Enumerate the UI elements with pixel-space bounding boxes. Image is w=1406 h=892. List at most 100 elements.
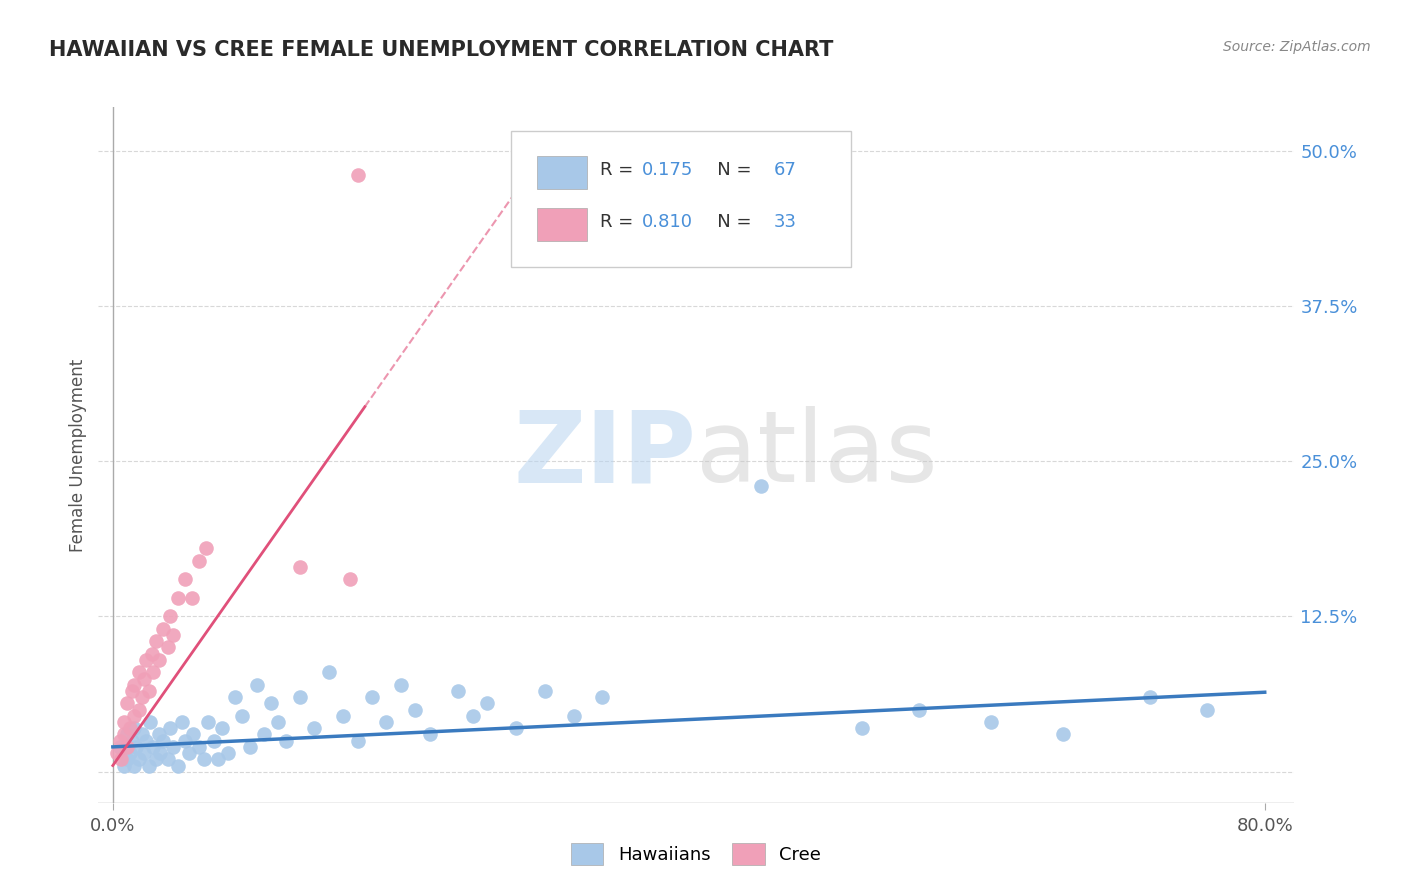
Point (1139, 690, 1161, 705)
Point (159, 721, 181, 735)
Point (124, 758, 146, 772)
Point (112, 758, 135, 772)
Point (156, 640, 179, 655)
Text: N =: N = (700, 213, 756, 231)
Point (288, 690, 311, 705)
FancyBboxPatch shape (510, 131, 852, 267)
Point (375, 714, 398, 729)
Point (108, 739, 131, 754)
Point (148, 653, 170, 667)
Point (135, 653, 157, 667)
Point (1197, 703, 1219, 717)
Point (246, 678, 269, 692)
Point (131, 727, 153, 741)
Point (173, 733, 195, 747)
Point (141, 647, 163, 661)
Point (217, 746, 239, 760)
Point (112, 727, 135, 741)
Point (115, 727, 138, 741)
Point (148, 727, 170, 741)
Point (131, 690, 153, 705)
Point (193, 752, 215, 766)
Point (908, 703, 931, 717)
Point (110, 752, 132, 766)
Point (166, 758, 188, 772)
Point (142, 739, 165, 754)
Point (389, 678, 412, 692)
Point (125, 739, 148, 754)
Point (274, 733, 297, 747)
Text: HAWAIIAN VS CREE FEMALE UNEMPLOYMENT CORRELATION CHART: HAWAIIAN VS CREE FEMALE UNEMPLOYMENT COR… (49, 40, 834, 60)
Point (152, 622, 174, 636)
Point (121, 684, 143, 698)
Point (145, 634, 167, 648)
Legend: Hawaiians, Cree: Hawaiians, Cree (562, 834, 830, 874)
FancyBboxPatch shape (537, 208, 588, 242)
Point (1052, 727, 1074, 741)
Point (138, 758, 160, 772)
Point (591, 690, 613, 705)
Point (505, 721, 527, 735)
Point (361, 690, 384, 705)
Point (145, 752, 167, 766)
Point (135, 733, 157, 747)
Point (173, 572, 195, 586)
Point (339, 572, 361, 586)
Point (138, 684, 160, 698)
Point (179, 746, 201, 760)
Point (115, 752, 138, 766)
Point (170, 714, 193, 729)
Y-axis label: Female Unemployment: Female Unemployment (69, 359, 87, 551)
Point (197, 714, 219, 729)
Point (124, 708, 146, 723)
Text: 67: 67 (773, 161, 797, 178)
Point (239, 739, 262, 754)
Point (202, 733, 225, 747)
Text: R =: R = (600, 161, 640, 178)
Point (156, 752, 179, 766)
Point (183, 727, 205, 741)
Point (139, 714, 162, 729)
Point (162, 628, 184, 642)
Point (207, 752, 229, 766)
Point (562, 708, 585, 723)
Text: 0.810: 0.810 (643, 213, 693, 231)
Point (162, 739, 184, 754)
Point (851, 721, 873, 735)
Point (346, 733, 368, 747)
Point (159, 609, 181, 624)
Point (181, 591, 204, 605)
Point (124, 678, 146, 692)
Text: ZIP: ZIP (513, 407, 696, 503)
Point (419, 727, 441, 741)
Point (134, 746, 156, 760)
Point (231, 708, 253, 723)
Point (152, 733, 174, 747)
Point (447, 684, 470, 698)
Point (149, 746, 172, 760)
Point (188, 553, 211, 567)
Point (142, 665, 165, 680)
Point (288, 559, 311, 574)
Point (304, 721, 326, 735)
Text: atlas: atlas (696, 407, 938, 503)
Text: Source: ZipAtlas.com: Source: ZipAtlas.com (1223, 40, 1371, 54)
Point (166, 591, 188, 605)
Point (253, 727, 276, 741)
Point (120, 721, 142, 735)
Point (267, 714, 290, 729)
Point (224, 690, 246, 705)
Point (318, 665, 340, 680)
Point (124, 721, 146, 735)
Point (120, 746, 142, 760)
Point (121, 733, 143, 747)
Point (533, 684, 555, 698)
Point (128, 703, 150, 717)
Point (346, 169, 368, 183)
Point (188, 739, 211, 754)
Point (128, 752, 150, 766)
Point (105, 746, 128, 760)
Point (749, 479, 772, 493)
Point (260, 697, 283, 711)
Point (404, 703, 426, 717)
